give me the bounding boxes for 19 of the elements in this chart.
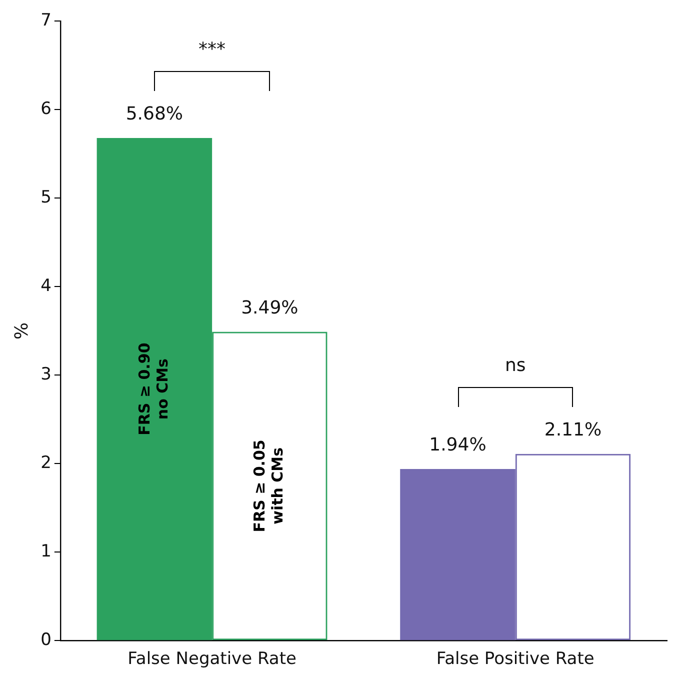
- y-tick-label: 7: [40, 10, 52, 31]
- y-axis-title: %: [11, 322, 32, 340]
- y-tick-label: 1: [40, 542, 52, 562]
- annotation: ***: [198, 39, 227, 60]
- x-tick-label: False Positive Rate: [436, 649, 594, 670]
- y-tick-label: 6: [40, 99, 52, 120]
- data-label: 1.94%: [429, 434, 486, 456]
- y-tick-label: 2: [40, 453, 52, 474]
- y-tick-label: 0: [40, 630, 52, 650]
- data-label: 3.49%: [241, 297, 298, 318]
- data-label: 2.11%: [544, 420, 602, 441]
- series-label: FRS ≥ 0.05 with CMs: [250, 440, 287, 532]
- y-tick-label: 5: [40, 188, 52, 208]
- y-tick-label: 3: [40, 364, 52, 385]
- data-label: 5.68%: [126, 104, 184, 125]
- y-tick-label: 4: [40, 276, 52, 296]
- series-label: FRS ≥ 0.90 no CMs: [135, 342, 172, 436]
- annotation: ns: [504, 354, 527, 376]
- x-tick-label: False Negative Rate: [128, 649, 296, 670]
